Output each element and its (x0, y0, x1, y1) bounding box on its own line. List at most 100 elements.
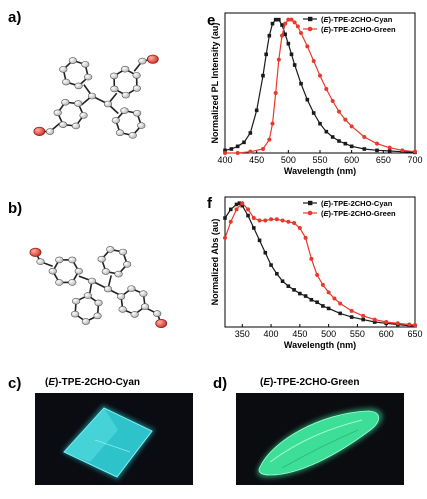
data-point (363, 147, 367, 151)
crystal-photo-green (236, 393, 404, 485)
carbon-atom (94, 313, 102, 319)
carbon-atom (46, 129, 54, 135)
carbon-atom (84, 293, 92, 299)
oxygen-atom (30, 248, 41, 256)
carbon-atom (133, 72, 141, 78)
carbon-atom (37, 259, 45, 265)
x-tick-label: 500 (281, 155, 296, 165)
data-point (304, 236, 308, 240)
data-point (258, 239, 262, 243)
panel-label-f: f (207, 195, 213, 212)
molecule-structure-b (30, 246, 167, 327)
legend-label: (E)-TPE-2CHO-Green (321, 209, 396, 218)
carbon-atom (123, 261, 131, 267)
data-point (263, 219, 267, 223)
data-point (318, 122, 322, 126)
data-point (267, 138, 271, 142)
x-tick-label: 450 (249, 155, 264, 165)
data-point (269, 263, 273, 267)
oxygen-atom (156, 319, 167, 327)
data-point (350, 315, 354, 319)
data-point (305, 44, 309, 48)
series-line (225, 203, 415, 325)
data-point (268, 34, 272, 38)
data-point (325, 130, 329, 134)
carbon-atom (111, 86, 119, 92)
carbon-atom (72, 298, 80, 304)
data-point (293, 20, 297, 24)
data-point (292, 221, 296, 225)
data-point (236, 151, 240, 155)
data-point (296, 24, 300, 28)
data-point (331, 99, 335, 103)
data-point (229, 220, 233, 224)
carbon-atom (115, 271, 123, 277)
carbon-atom (102, 268, 110, 274)
data-point (310, 298, 314, 302)
crystal-caption-d: (E)-TPE-2CHO-Green (260, 377, 359, 388)
carbon-atom (55, 279, 63, 285)
data-point (375, 142, 379, 146)
carbon-atom (140, 291, 148, 297)
data-point (338, 301, 342, 305)
oxygen-atom (34, 127, 45, 135)
carbon-atom (119, 249, 127, 255)
carbon-atom (55, 257, 63, 263)
y-axis-title: Normalized Abs (au) (210, 219, 220, 306)
data-point (249, 131, 253, 135)
carbon-atom (68, 279, 76, 285)
carbon-atom (98, 256, 106, 262)
carbon-atom (141, 304, 149, 310)
data-point (350, 309, 354, 313)
data-point (396, 321, 400, 325)
legend-label: (E)-TPE-2CHO-Cyan (321, 199, 393, 208)
carbon-atom (49, 268, 57, 274)
carbon-atom (139, 58, 147, 64)
data-point (280, 34, 284, 38)
data-point (236, 145, 240, 149)
carbon-atom (88, 278, 96, 284)
data-point (331, 135, 335, 139)
series-line (225, 203, 415, 326)
data-point (246, 214, 250, 218)
data-point (290, 18, 294, 22)
data-point (258, 219, 262, 223)
data-point (315, 273, 319, 277)
data-point (327, 290, 331, 294)
carbon-atom (59, 122, 67, 128)
data-point (271, 122, 275, 126)
data-point (312, 111, 316, 115)
data-point (321, 304, 325, 308)
data-point (223, 151, 227, 155)
data-point (327, 307, 331, 311)
data-point (400, 148, 404, 152)
data-point (338, 312, 342, 316)
data-point (277, 18, 281, 22)
x-tick-label: 400 (217, 155, 232, 165)
x-tick-label: 700 (407, 155, 422, 165)
data-point (240, 201, 244, 205)
data-point (324, 87, 328, 91)
crystal-caption-c: (E)-TPE-2CHO-Cyan (45, 377, 140, 388)
carbon-atom (104, 286, 112, 292)
series-line (225, 20, 415, 153)
panel-label-b: b) (8, 200, 22, 217)
carbon-atom (75, 83, 83, 89)
data-point (315, 300, 319, 304)
data-point (252, 216, 256, 220)
x-tick-label: 500 (321, 329, 336, 339)
carbon-atom (117, 293, 125, 299)
data-point (361, 318, 365, 322)
oxygen-atom (147, 55, 158, 63)
data-point (407, 323, 411, 327)
data-point (277, 58, 281, 62)
data-point (264, 251, 268, 255)
data-point (299, 31, 303, 35)
data-point (304, 294, 308, 298)
data-point (298, 226, 302, 230)
data-point (269, 217, 273, 221)
data-point (274, 18, 278, 22)
carbon-atom (61, 99, 69, 105)
carbon-atom (153, 311, 161, 317)
